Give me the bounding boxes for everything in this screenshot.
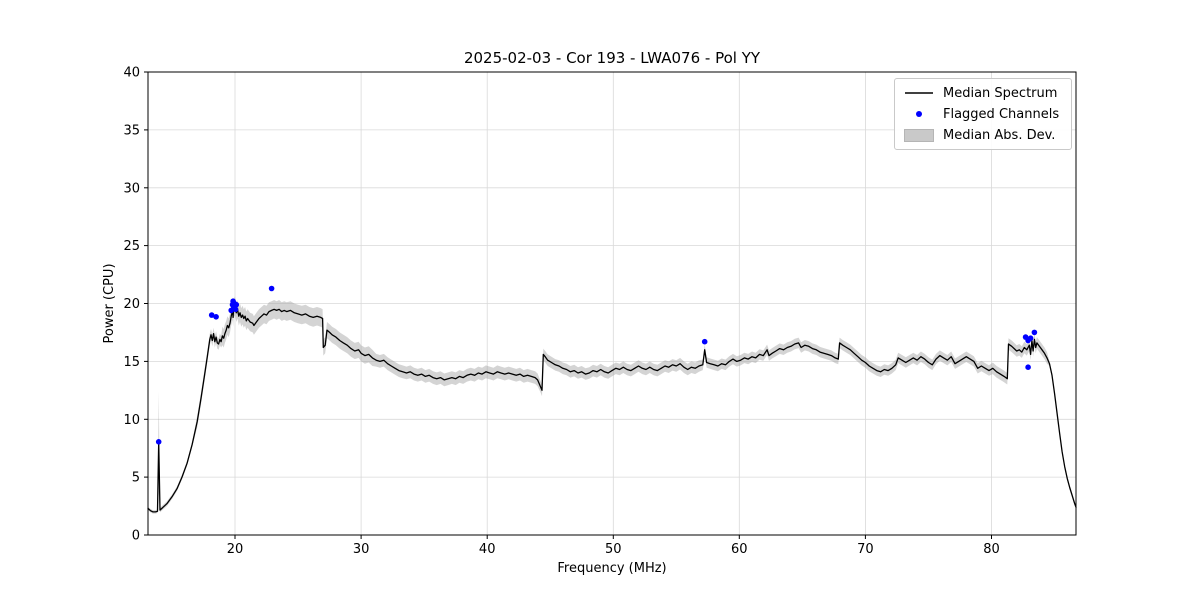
legend-label-median-spectrum: Median Spectrum	[943, 85, 1058, 101]
flagged-channel-point	[1027, 335, 1034, 342]
y-axis-label: Power (CPU)	[102, 263, 117, 343]
legend-item-flagged-channels: Flagged Channels	[903, 105, 1063, 123]
x-tick-label: 60	[731, 542, 748, 557]
y-tick-label: 25	[123, 239, 140, 254]
chart-title: 2025-02-03 - Cor 193 - LWA076 - Pol YY	[464, 49, 761, 67]
y-tick-label: 15	[123, 355, 140, 370]
y-tick-label: 5	[132, 471, 140, 486]
y-tick-label: 10	[123, 413, 140, 428]
axis-layer: 20 30 40 50 60 70 80 0 5 10 15 20 25 30 35 40	[123, 66, 1077, 557]
x-axis-label: Frequency (MHz)	[557, 561, 666, 576]
x-tick-label: 20	[227, 542, 244, 557]
median-spectrum-line-icon	[903, 86, 935, 100]
legend: Median Spectrum Flagged Channels Median …	[894, 78, 1072, 150]
x-tick-label: 40	[479, 542, 496, 557]
flagged-channel-point	[1025, 364, 1031, 371]
flagged-channel-point	[155, 439, 162, 445]
flagged-channel-point	[268, 285, 275, 292]
mad-band-patch-icon	[903, 128, 935, 142]
y-tick-label: 30	[123, 181, 140, 196]
flagged-channel-point	[232, 306, 239, 313]
data-layer	[147, 285, 1077, 514]
y-tick-label: 35	[123, 123, 140, 138]
y-tick-label: 20	[123, 297, 140, 312]
mad-band	[148, 296, 1076, 514]
flagged-channel-point	[701, 338, 708, 345]
grid-layer	[148, 71, 1076, 536]
legend-label-flagged-channels: Flagged Channels	[943, 106, 1060, 122]
legend-item-median-abs-dev: Median Abs. Dev.	[903, 126, 1063, 144]
y-tick-label: 0	[132, 529, 140, 544]
flagged-channel-dot-icon	[903, 107, 935, 121]
x-tick-label: 50	[605, 542, 622, 557]
flagged-channel-point	[208, 312, 215, 318]
flagged-channel-point	[233, 301, 240, 308]
flagged-channel-point	[213, 314, 219, 320]
y-tick-label: 40	[123, 66, 140, 81]
x-tick-label: 70	[857, 542, 874, 557]
x-tick-label: 30	[353, 542, 370, 557]
median-spectrum-line	[147, 305, 1077, 513]
x-tick-label: 80	[983, 542, 1000, 557]
legend-item-median-spectrum: Median Spectrum	[903, 84, 1063, 102]
flagged-channel-point	[1031, 329, 1038, 336]
legend-label-median-abs-dev: Median Abs. Dev.	[943, 127, 1056, 143]
